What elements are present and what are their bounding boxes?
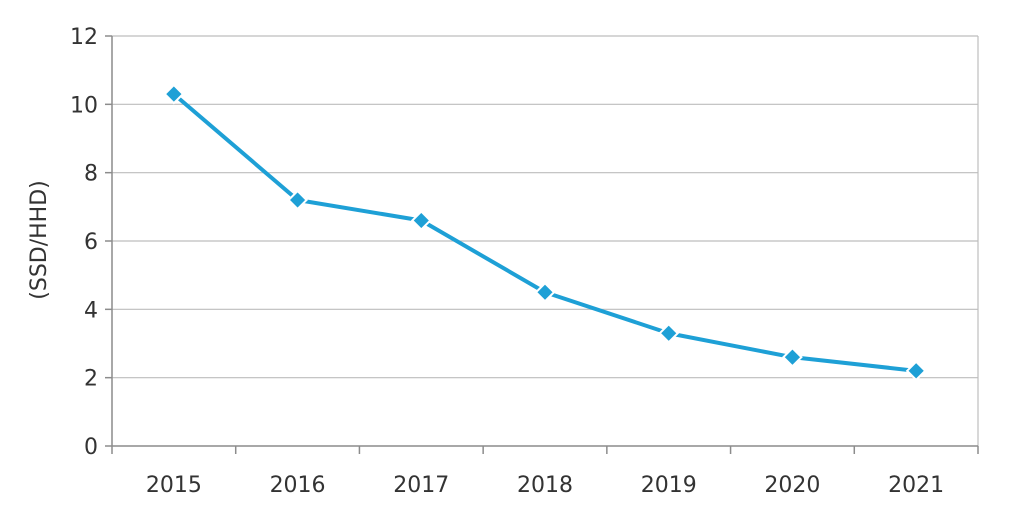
y-tick-label: 6 — [84, 230, 98, 255]
y-tick-label: 2 — [84, 367, 98, 392]
y-tick-label: 12 — [70, 25, 98, 50]
grid-lines — [112, 35, 978, 379]
data-point-marker — [905, 360, 927, 382]
x-tick-label: 2016 — [270, 473, 326, 498]
x-tick-label: 2019 — [641, 473, 697, 498]
x-tick-label: 2018 — [517, 473, 573, 498]
y-tick-label: 4 — [84, 298, 98, 323]
y-tick-label: 8 — [84, 162, 98, 187]
data-point-marker — [782, 346, 803, 368]
data-point-marker — [287, 189, 308, 211]
data-point-marker — [534, 281, 556, 303]
x-tick-label: 2017 — [393, 473, 449, 498]
series-layer — [163, 83, 927, 382]
data-point-marker — [163, 83, 185, 105]
y-tick-labels: 0 2 4 6 8 10 12 — [70, 25, 98, 460]
y-axis-title: (SSD/HHD) — [27, 180, 52, 299]
x-tick-labels: 2015 2016 2017 2018 2019 2020 2021 — [146, 473, 944, 498]
axes — [105, 35, 979, 454]
x-tick-label: 2021 — [888, 473, 944, 498]
x-tick-label: 2020 — [764, 473, 820, 498]
x-tick-label: 2015 — [146, 473, 202, 498]
data-point-marker — [410, 210, 432, 231]
data-point-marker — [658, 322, 680, 344]
y-tick-label: 10 — [70, 93, 98, 118]
y-tick-label: 0 — [84, 435, 98, 460]
series-line — [171, 92, 919, 373]
